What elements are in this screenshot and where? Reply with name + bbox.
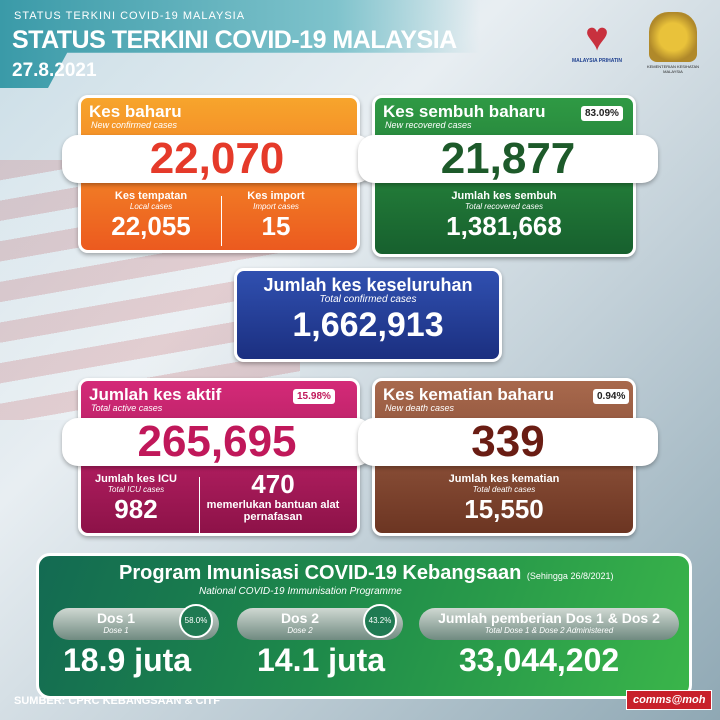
dose1-pill: Dos 1 Dose 1 58.0% [53, 604, 219, 640]
recovered-value: 21,877 [358, 135, 658, 183]
percent-badge: 43.2% [363, 604, 397, 638]
active-value: 265,695 [62, 418, 372, 466]
label: Dos 1 [96, 610, 136, 626]
heart-icon: ♥ [585, 15, 609, 59]
value: 470 [251, 469, 295, 499]
as-of-date: (Sehingga 26/8/2021) [526, 571, 614, 581]
sublabel: Dose 2 [287, 626, 313, 635]
sublabel: Total ICU cases [107, 485, 165, 494]
sublabel: Dose 1 [103, 626, 129, 635]
card-title: Jumlah kes keseluruhan [263, 275, 473, 295]
moh-crest-logo: KEMENTERIAN KESIHATAN MALAYSIA [640, 12, 706, 74]
card-subtitle: New recovered cases [385, 120, 472, 130]
label: Kes import [247, 190, 305, 202]
local-cases: Kes tempatan Local cases 22,055 [81, 190, 221, 241]
total-recovered: Jumlah kes sembuh Total recovered cases 1,… [375, 190, 633, 241]
page-title: STATUS TERKINI COVID-19 MALAYSIA [12, 26, 457, 54]
value: 1,381,668 [446, 211, 562, 241]
label: Jumlah kes sembuh [451, 190, 557, 202]
percent-badge: 15.98% [293, 389, 335, 404]
source-text: SUMBER: CPRC KEBANGSAAN & CITF [14, 695, 220, 707]
label: Jumlah kes ICU [95, 473, 177, 485]
card-title: Kes baharu [89, 102, 182, 121]
card-subtitle: Total confirmed cases [319, 294, 417, 305]
sublabel: Total recovered cases [465, 202, 543, 211]
sublabel: Local cases [129, 202, 173, 211]
divider [221, 196, 222, 246]
total-cases-card: Jumlah kes keseluruhan Total confirmed c… [234, 268, 502, 362]
comms-moh-badge: comms@moh [626, 690, 713, 710]
card-subtitle: Total active cases [91, 403, 163, 413]
immunisation-subtitle: National COVID-19 Immunisation Programme [199, 586, 402, 597]
card-title: Kes sembuh baharu [383, 102, 546, 121]
label: Jumlah pemberian Dos 1 & Dos 2 [438, 610, 660, 626]
ventilator-cases: 470 memerlukan bantuan alat pernafasan [203, 469, 343, 523]
value: 15 [261, 211, 291, 241]
total-dose-pill: Jumlah pemberian Dos 1 & Dos 2 Total Dose… [419, 608, 679, 640]
new-cases-value: 22,070 [62, 135, 372, 183]
percent-badge: 0.94% [593, 389, 630, 404]
import-cases: Kes import Import cases 15 [221, 190, 331, 241]
label: Dos 2 [280, 610, 320, 626]
percent-badge: 58.0% [179, 604, 213, 638]
logo-text: KEMENTERIAN KESIHATAN MALAYSIA [646, 64, 700, 74]
dose2-pill: Dos 2 Dose 2 43.2% [237, 604, 403, 640]
percent-badge: 83.09% [581, 106, 623, 121]
crest-icon [649, 12, 697, 62]
immunisation-title: Program Imunisasi COVID-19 Kebangsaan (S… [119, 562, 613, 585]
total-deaths: Jumlah kes kematian Total death cases 15,5… [375, 473, 633, 524]
value: 15,550 [464, 494, 544, 524]
card-title: Jumlah kes aktif [89, 385, 222, 404]
card-title: Kes kematian baharu [383, 385, 555, 404]
label: Jumlah kes kematian [448, 473, 560, 485]
date: 27.8.2021 [12, 60, 97, 81]
sublabel: Total Dose 1 & Dose 2 Administered [484, 626, 614, 635]
value: 22,055 [111, 211, 191, 241]
title-text: Program Imunisasi COVID-19 Kebangsaan [119, 562, 522, 584]
dose1-value: 18.9 juta [63, 642, 192, 678]
label: memerlukan bantuan alat pernafasan [206, 499, 340, 523]
divider [199, 477, 200, 533]
small-title: STATUS TERKINI COVID-19 MALAYSIA [14, 10, 246, 22]
icu-cases: Jumlah kes ICU Total ICU cases 982 [81, 473, 191, 524]
value: 982 [114, 494, 158, 524]
dose2-value: 14.1 juta [257, 642, 386, 678]
total-value: 1,662,913 [292, 306, 444, 344]
sublabel: Total death cases [472, 485, 536, 494]
malaysia-prihatin-logo: ♥ MALAYSIA PRIHATIN [562, 16, 632, 64]
sublabel: Import cases [253, 202, 299, 211]
immunisation-panel: Program Imunisasi COVID-19 Kebangsaan (S… [36, 553, 692, 699]
deaths-value: 339 [358, 418, 658, 466]
card-subtitle: New confirmed cases [91, 120, 178, 130]
card-subtitle: New death cases [385, 403, 455, 413]
label: Kes tempatan [114, 190, 188, 202]
total-dose-value: 33,044,202 [459, 642, 620, 678]
logo-text: MALAYSIA PRIHATIN [571, 58, 623, 64]
